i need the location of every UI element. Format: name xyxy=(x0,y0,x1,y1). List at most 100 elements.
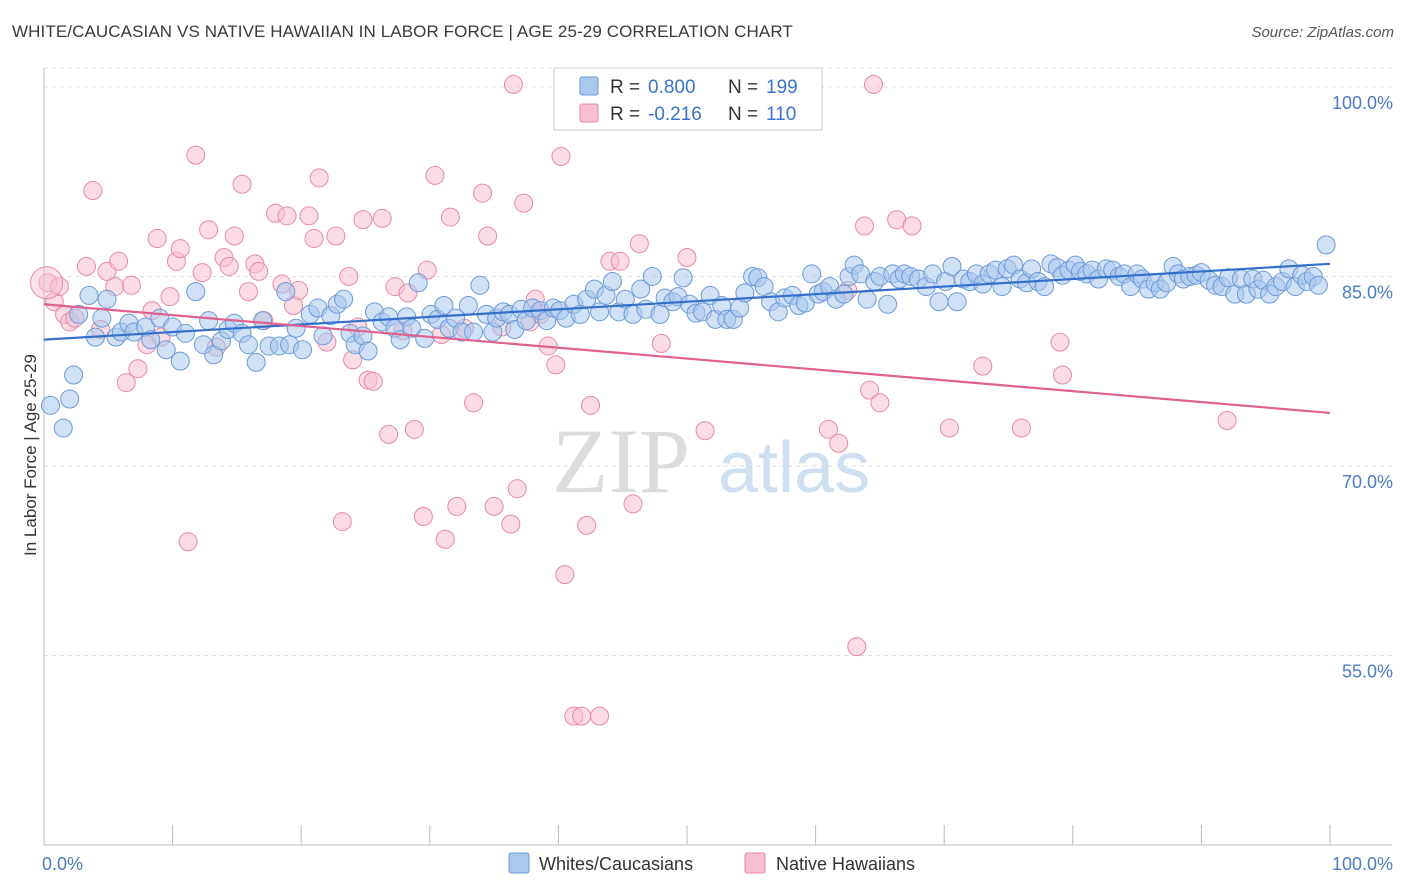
series-legend: Whites/Caucasians Native Hawaiians xyxy=(508,852,915,874)
y-tick-labels: 55.0% 70.0% 85.0% 100.0% xyxy=(1332,93,1393,682)
native-hawaiians-point xyxy=(902,216,922,236)
whites-points xyxy=(40,235,1336,438)
whites-point xyxy=(286,318,306,338)
whites-point xyxy=(97,289,117,309)
whites-point xyxy=(415,328,435,348)
native-hawaiians-point xyxy=(232,174,252,194)
whites-point xyxy=(60,389,80,409)
whites-point xyxy=(878,294,898,314)
whites-point xyxy=(434,296,454,316)
native-hawaiians-point xyxy=(404,419,424,439)
y-axis-title: In Labor Force | Age 25-29 xyxy=(21,354,40,556)
native-hawaiians-point xyxy=(1050,332,1070,352)
whites-point xyxy=(69,304,89,324)
whites-point xyxy=(631,279,651,299)
whites-point xyxy=(673,268,693,288)
native-hawaiians-point xyxy=(160,287,180,307)
native-hawaiians-point xyxy=(447,496,467,516)
native-hawaiians-point xyxy=(277,206,297,226)
native-hawaiians-point xyxy=(854,216,874,236)
native-hawaiians-point xyxy=(224,226,244,246)
whites-point xyxy=(1035,277,1055,297)
native-hawaiians-point xyxy=(464,393,484,413)
native-hawaiians-point-large xyxy=(30,266,64,300)
native-hawaiians-point xyxy=(76,256,96,276)
whites-point xyxy=(238,335,258,355)
native-hawaiians-point xyxy=(677,248,697,268)
whites-point xyxy=(313,326,333,346)
whites-point xyxy=(470,275,490,295)
legend-n-value-pink: 110 xyxy=(766,104,796,125)
whites-point xyxy=(64,365,84,385)
legend-n-value-blue: 199 xyxy=(766,77,798,98)
whites-point xyxy=(642,266,662,286)
bottom-legend-swatch-blue xyxy=(508,852,530,874)
native-hawaiians-point xyxy=(651,333,671,353)
native-hawaiians-trendline xyxy=(43,303,1331,415)
y-tick-label: 85.0% xyxy=(1342,282,1393,302)
whites-point xyxy=(186,282,206,302)
native-hawaiians-point xyxy=(870,393,890,413)
whites-point xyxy=(942,256,962,276)
x-tick-label-max: 100.0% xyxy=(1332,854,1393,874)
bottom-legend-swatch-pink xyxy=(744,852,766,874)
legend-swatch-pink xyxy=(579,103,599,123)
whites-point xyxy=(1308,275,1328,295)
native-hawaiians-point xyxy=(829,433,849,453)
native-hawaiians-point xyxy=(546,355,566,375)
native-hawaiians-point xyxy=(818,419,838,439)
legend-r-value-blue: 0.800 xyxy=(648,77,696,98)
whites-point xyxy=(602,272,622,292)
native-hawaiians-point xyxy=(440,207,460,227)
whites-point xyxy=(402,318,422,338)
native-hawaiians-point xyxy=(577,515,597,535)
whites-point xyxy=(246,352,266,372)
legend-swatch-blue xyxy=(579,76,599,96)
whites-point xyxy=(992,277,1012,297)
x-ticks xyxy=(172,825,1331,845)
native-hawaiians-point xyxy=(590,706,610,726)
native-hawaiians-point xyxy=(170,239,190,259)
whites-point xyxy=(175,323,195,343)
legend-n-label-blue: N = xyxy=(728,77,758,98)
native-hawaiians-point xyxy=(49,277,69,297)
chart-title: WHITE/CAUCASIAN VS NATIVE HAWAIIAN IN LA… xyxy=(12,22,793,41)
whites-point xyxy=(156,340,176,360)
native-hawaiians-point xyxy=(425,165,445,185)
native-hawaiians-point xyxy=(484,496,504,516)
native-hawaiians-point xyxy=(503,74,523,94)
native-hawaiians-point xyxy=(623,494,643,514)
whites-point xyxy=(947,292,967,312)
whites-point xyxy=(53,418,73,438)
whites-point xyxy=(1316,235,1336,255)
x-tick-label-min: 0.0% xyxy=(42,854,83,874)
whites-point xyxy=(615,289,635,309)
whites-point xyxy=(170,351,190,371)
native-hawaiians-point xyxy=(83,181,103,201)
stats-legend: R = 0.800 N = 199 R = -0.216 N = 110 xyxy=(553,67,823,131)
native-hawaiians-point xyxy=(514,193,534,213)
native-hawaiians-point xyxy=(309,168,329,188)
native-hawaiians-point xyxy=(939,418,959,438)
stats-legend-box xyxy=(553,67,823,131)
native-hawaiians-point xyxy=(501,514,521,534)
native-hawaiians-point xyxy=(178,532,198,552)
source-label: Source: ZipAtlas.com xyxy=(1251,24,1394,41)
bottom-legend-hawaiians: Native Hawaiians xyxy=(776,854,915,874)
whites-point xyxy=(199,311,219,331)
whites-point xyxy=(141,330,161,350)
native-hawaiians-point xyxy=(610,251,630,271)
legend-r-label-blue: R = xyxy=(610,77,640,98)
whites-point xyxy=(802,264,822,284)
native-hawaiians-point xyxy=(629,234,649,254)
native-hawaiians-point xyxy=(353,210,373,230)
native-hawaiians-points xyxy=(30,74,1237,726)
y-tick-label: 55.0% xyxy=(1342,661,1393,681)
native-hawaiians-point xyxy=(555,565,575,585)
native-hawaiians-point xyxy=(147,229,167,249)
axes xyxy=(43,68,1392,846)
native-hawaiians-point xyxy=(1217,410,1237,430)
whites-point xyxy=(276,282,296,302)
whites-point xyxy=(292,340,312,360)
